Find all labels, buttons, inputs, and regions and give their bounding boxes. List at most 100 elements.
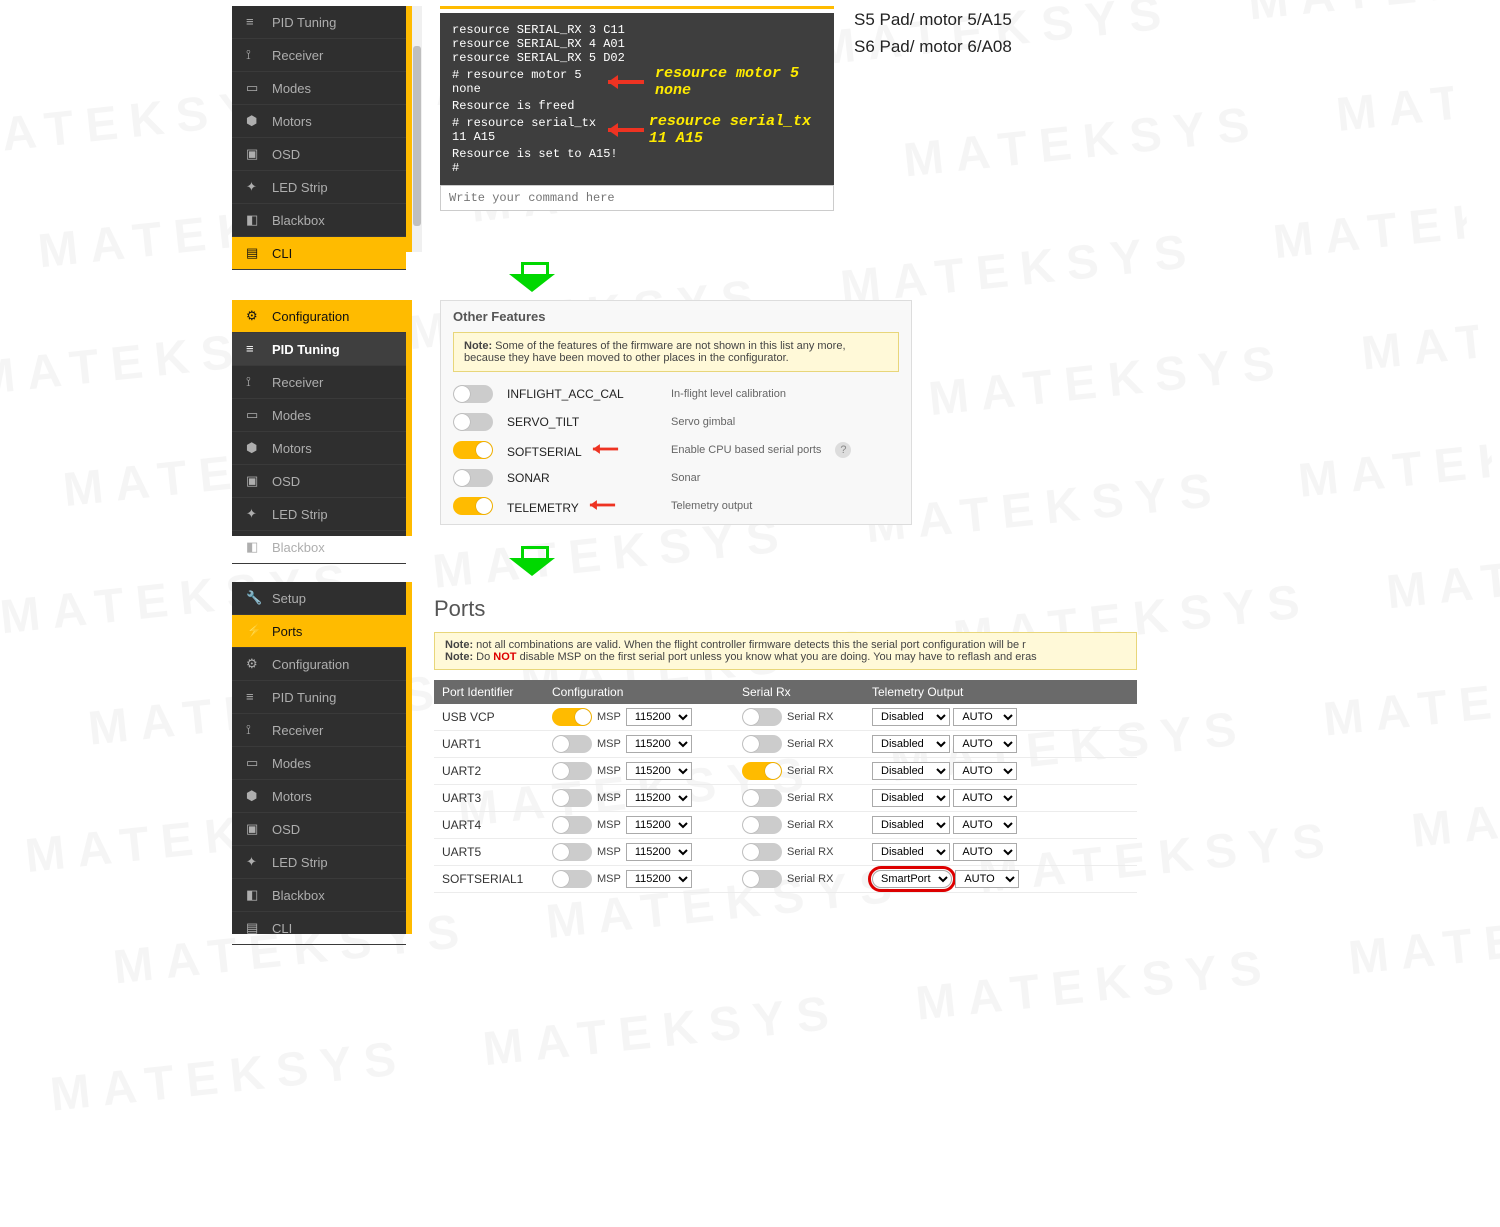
telemetry-select[interactable]: Disabled [872,762,950,780]
cli-input[interactable] [440,185,834,211]
msp-toggle[interactable] [552,708,592,726]
sidebar-item-receiver[interactable]: ⟟Receiver [232,366,406,399]
cli-line: resource SERIAL_RX 3 C11 [452,23,822,37]
sidebar-item-blackbox[interactable]: ◧ Blackbox [232,879,406,912]
sidebar-item-modes[interactable]: ▭Modes [232,72,406,105]
sidebar-item-led-strip[interactable]: ✦LED Strip [232,171,406,204]
msp-toggle[interactable] [552,762,592,780]
msp-label: MSP [597,873,621,885]
baud-select[interactable]: 115200 [626,816,692,834]
feature-desc: In-flight level calibration [671,388,786,400]
sidebar-item-led-strip[interactable]: ✦LED Strip [232,846,406,879]
telemetry-baud-select[interactable]: AUTO [955,870,1019,888]
blackbox-icon: ◧ [246,887,262,903]
baud-select[interactable]: 115200 [626,708,692,726]
panel-features: ⚙Configuration ≡PID Tuning ⟟Receiver ▭Mo… [232,300,1252,579]
feature-desc: Telemetry output [671,500,752,512]
sidebar-item-configuration[interactable]: ⚙Configuration [232,648,406,681]
telemetry-select[interactable]: Disabled [872,789,950,807]
msp-toggle[interactable] [552,789,592,807]
sidebar-item-label: Motors [272,789,312,804]
pad-note-line: S5 Pad/ motor 5/A15 [854,6,1012,33]
features-title: Other Features [453,309,899,324]
port-id: UART2 [434,758,544,785]
telemetry-baud-select[interactable]: AUTO [953,843,1017,861]
telemetry-baud-select[interactable]: AUTO [953,816,1017,834]
note-text: Do [473,651,493,663]
sidebar-item-receiver[interactable]: ⟟Receiver [232,39,406,72]
sidebar-item-label: Blackbox [272,888,325,903]
serial-rx-toggle[interactable] [742,762,782,780]
sidebar-item-led-strip[interactable]: ✦LED Strip [232,498,406,531]
baud-select[interactable]: 115200 [626,762,692,780]
feature-toggle[interactable] [453,385,493,403]
msp-toggle[interactable] [552,816,592,834]
serial-rx-toggle[interactable] [742,708,782,726]
sidebar-item-modes[interactable]: ▭Modes [232,399,406,432]
panel-cli: ≡PID Tuning ⟟Receiver ▭Modes ⬢Motors ▣OS… [232,6,1252,295]
sidebar-item-receiver[interactable]: ⟟Receiver [232,714,406,747]
th-serial-rx: Serial Rx [734,680,864,704]
serial-rx-toggle[interactable] [742,789,782,807]
sidebar-item-motors[interactable]: ⬢Motors [232,432,406,465]
telemetry-baud-select[interactable]: AUTO [953,762,1017,780]
sidebar-item-cli[interactable]: ▤CLI [232,237,406,270]
serial-rx-toggle[interactable] [742,735,782,753]
sidebar-item-setup[interactable]: 🔧Setup [232,582,406,615]
osd-icon: ▣ [246,473,262,489]
scrollbar-thumb[interactable] [413,46,421,226]
msp-label: MSP [597,738,621,750]
telemetry-select[interactable]: Disabled [872,708,950,726]
serial-rx-label: Serial RX [787,738,833,750]
sidebar-item-blackbox[interactable]: ◧Blackbox [232,204,406,237]
sidebar-item-label: LED Strip [272,507,328,522]
baud-select[interactable]: 115200 [626,789,692,807]
sidebar-item-blackbox[interactable]: ◧Blackbox [232,531,406,564]
feature-toggle[interactable] [453,469,493,487]
help-icon[interactable]: ? [835,442,851,458]
sidebar-item-osd[interactable]: ▣OSD [232,465,406,498]
table-row: SOFTSERIAL1MSP115200Serial RXSmartPort A… [434,866,1137,893]
serial-rx-toggle[interactable] [742,870,782,888]
sidebar-item-configuration[interactable]: ⚙Configuration [232,300,406,333]
baud-select[interactable]: 115200 [626,735,692,753]
sidebar-item-motors[interactable]: ⬢Motors [232,105,406,138]
telemetry-select[interactable]: Disabled [872,843,950,861]
msp-toggle[interactable] [552,843,592,861]
feature-desc: Sonar [671,472,700,484]
sidebar-scrollbar[interactable] [412,6,422,252]
msp-label: MSP [597,819,621,831]
telemetry-select[interactable]: SmartPort [872,870,952,888]
cli-icon: ▤ [246,245,262,261]
sidebar-item-cli[interactable]: ▤CLI [232,912,406,945]
th-telemetry: Telemetry Output [864,680,1137,704]
sidebar-item-osd[interactable]: ▣OSD [232,138,406,171]
sidebar-item-osd[interactable]: ▣OSD [232,813,406,846]
sidebar-item-motors[interactable]: ⬢Motors [232,780,406,813]
telemetry-baud-select[interactable]: AUTO [953,708,1017,726]
feature-toggle[interactable] [453,413,493,431]
telemetry-baud-select[interactable]: AUTO [953,789,1017,807]
baud-select[interactable]: 115200 [626,870,692,888]
telemetry-select[interactable]: Disabled [872,816,950,834]
sidebar-item-pid-tuning[interactable]: ≡PID Tuning [232,333,406,366]
feature-toggle[interactable] [453,441,493,459]
sidebar-item-pid-tuning[interactable]: ≡PID Tuning [232,681,406,714]
telemetry-baud-select[interactable]: AUTO [953,735,1017,753]
msp-toggle[interactable] [552,870,592,888]
serial-rx-toggle[interactable] [742,816,782,834]
arrow-left-icon [590,500,622,510]
msp-toggle[interactable] [552,735,592,753]
sidebar-item-label: PID Tuning [272,690,336,705]
sidebar-item-pid-tuning[interactable]: ≡PID Tuning [232,6,406,39]
telemetry-select[interactable]: Disabled [872,735,950,753]
feature-toggle[interactable] [453,497,493,515]
cli-line: resource SERIAL_RX 4 A01 [452,37,822,51]
sidebar-item-ports[interactable]: ⚡Ports [232,615,406,648]
sidebar-item-modes[interactable]: ▭Modes [232,747,406,780]
th-config: Configuration [544,680,734,704]
serial-rx-toggle[interactable] [742,843,782,861]
sidebar-item-label: Modes [272,408,311,423]
baud-select[interactable]: 115200 [626,843,692,861]
feature-desc: Enable CPU based serial ports [671,444,821,456]
